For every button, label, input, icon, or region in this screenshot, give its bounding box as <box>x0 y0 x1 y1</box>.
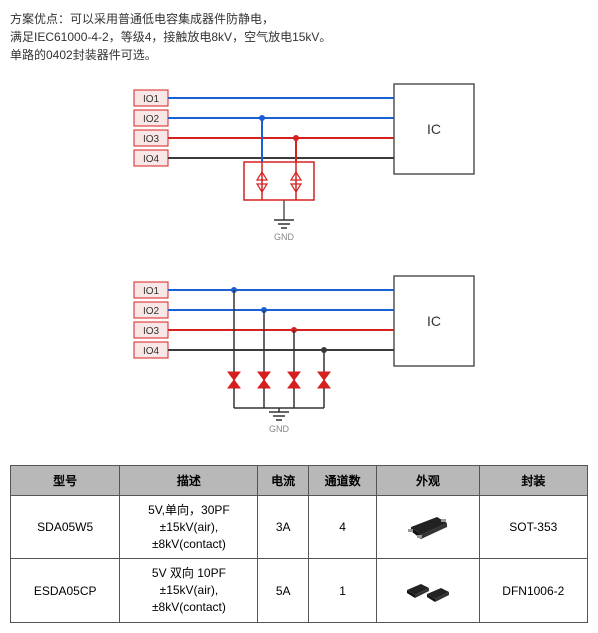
table-body: SDA05W55V,单向，30PF±15kV(air),±8kV(contact… <box>11 496 588 623</box>
svg-text:IC: IC <box>427 121 441 137</box>
svg-text:GND: GND <box>269 424 290 434</box>
svg-text:GND: GND <box>274 232 295 242</box>
svg-text:IO3: IO3 <box>143 134 160 145</box>
circuit-svg: IO1 IO2 IO3 IO4 IC GND IO1 IO2 IO3 IO4 IC GND <box>94 72 504 452</box>
table-row: ESDA05CP5V 双向 10PF±15kV(air),±8kV(contac… <box>11 559 588 622</box>
col-header: 通道数 <box>308 466 377 496</box>
svg-text:IC: IC <box>427 313 441 329</box>
svg-text:IO2: IO2 <box>143 114 160 125</box>
table-header-row: 型号描述电流通道数外观封装 <box>11 466 588 496</box>
col-header: 外观 <box>377 466 479 496</box>
table-row: SDA05W55V,单向，30PF±15kV(air),±8kV(contact… <box>11 496 588 559</box>
svg-text:IO1: IO1 <box>143 94 160 105</box>
description-block: 方案优点：可以采用普通低电容集成器件防静电， 满足IEC61000-4-2，等级… <box>10 10 588 64</box>
svg-text:IO2: IO2 <box>143 306 160 317</box>
col-header: 电流 <box>258 466 308 496</box>
svg-text:IO3: IO3 <box>143 326 160 337</box>
col-header: 型号 <box>11 466 120 496</box>
svg-text:IO4: IO4 <box>143 346 160 357</box>
parts-table: 型号描述电流通道数外观封装 SDA05W55V,单向，30PF±15kV(air… <box>10 465 588 623</box>
desc-line-2: 满足IEC61000-4-2，等级4，接触放电8kV，空气放电15kV。 <box>10 28 588 46</box>
svg-text:IO1: IO1 <box>143 286 160 297</box>
col-header: 描述 <box>120 466 258 496</box>
desc-line-1: 方案优点：可以采用普通低电容集成器件防静电， <box>10 10 588 28</box>
svg-text:IO4: IO4 <box>143 154 160 165</box>
circuit-diagrams: IO1 IO2 IO3 IO4 IC GND IO1 IO2 IO3 IO4 IC GND <box>10 72 588 455</box>
col-header: 封装 <box>479 466 587 496</box>
desc-line-3: 单路的0402封装器件可选。 <box>10 46 588 64</box>
